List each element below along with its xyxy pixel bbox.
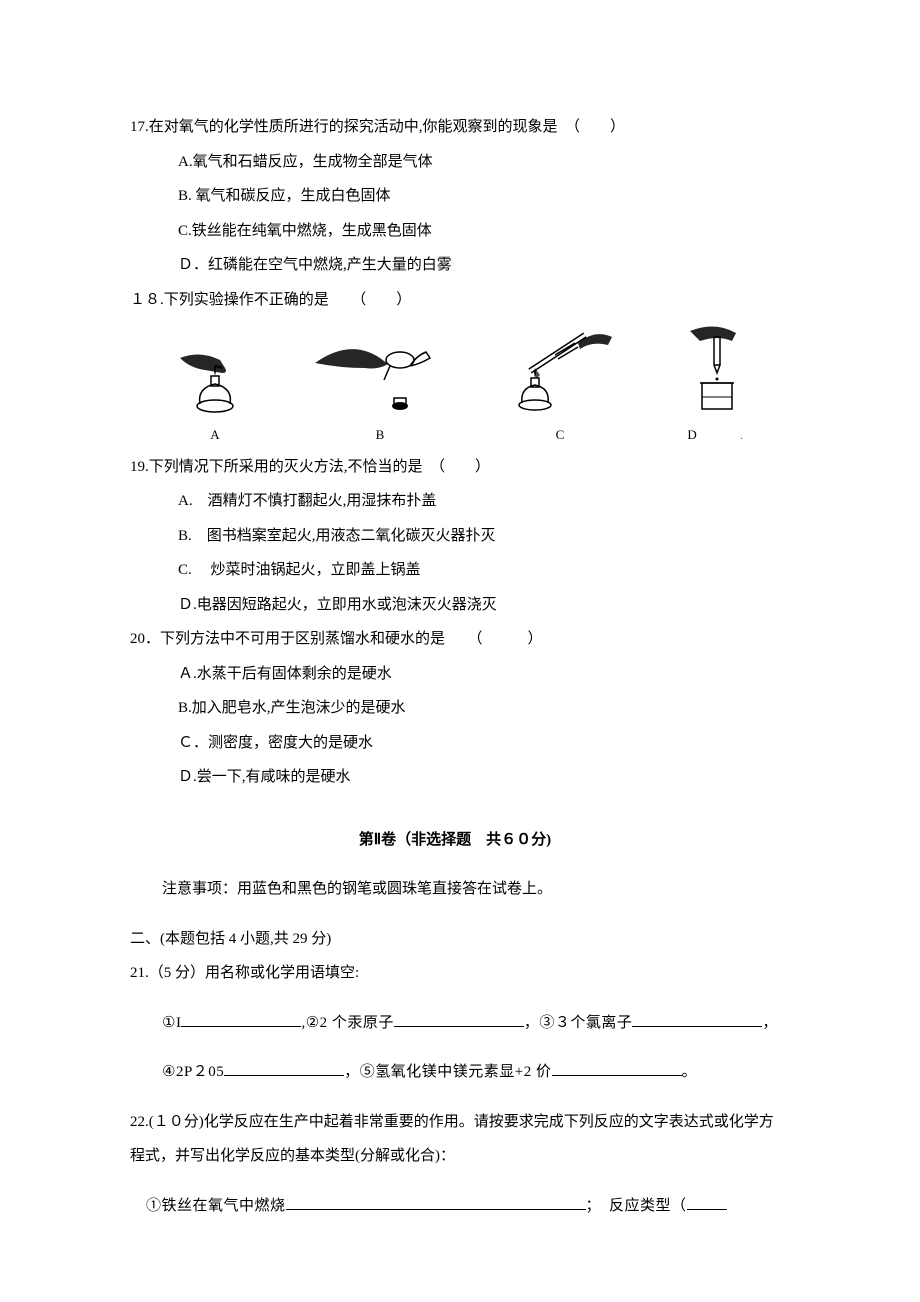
q17-stem: 17.在对氧气的化学性质所进行的探究活动中,你能观察到的现象是 （ ） (130, 110, 780, 145)
q19-option-a: A. 酒精灯不慎打翻起火,用湿抹布扑盖 (130, 484, 780, 519)
q19-option-b: B. 图书档案室起火,用液态二氧化碳灭火器扑灭 (130, 519, 780, 554)
q20-option-b: B.加入肥皂水,产生泡沫少的是硬水 (130, 691, 780, 726)
q22-l1-b: ； 反应类型（ (586, 1198, 687, 1214)
q21-l2-b: ，⑤氢氧化镁中镁元素显+2 价 (344, 1064, 551, 1080)
blank-field (181, 1011, 301, 1027)
blank-field (394, 1011, 524, 1027)
q21-l1-a: ①I (162, 1015, 181, 1031)
exam-page: 17.在对氧气的化学性质所进行的探究活动中,你能观察到的现象是 （ ） A.氧气… (0, 0, 920, 1298)
lab-figure-d-icon (670, 323, 760, 418)
blank-field (552, 1060, 682, 1076)
section2-part-header: 二、(本题包括 4 小题,共 29 分) (130, 922, 780, 957)
q19-stem: 19.下列情况下所采用的灭火方法,不恰当的是 （ ） (130, 450, 780, 485)
q21-stem: 21.（5 分）用名称或化学用语填空: (130, 956, 780, 991)
q22-line1: ①铁丝在氧气中燃烧 ； 反应类型（ (130, 1189, 780, 1224)
q18-image-a: A (170, 338, 260, 450)
q18-stray-mark: . (700, 431, 743, 442)
q20-option-c: Ｃ．测密度，密度大的是硬水 (130, 726, 780, 761)
q18-label-a: A (210, 427, 219, 442)
q18-label-d: D (687, 427, 696, 442)
q19-option-d: Ｄ.电器因短路起火，立即用水或泡沫灭火器浇灭 (130, 588, 780, 623)
q17-option-d: Ｄ．红磷能在空气中燃烧,产生大量的白雾 (130, 248, 780, 283)
q19-option-c: C. 炒菜时油锅起火，立即盖上锅盖 (130, 553, 780, 588)
lab-figure-c-icon (500, 323, 620, 418)
q18-label-c: C (556, 427, 565, 442)
q20-option-d: Ｄ.尝一下,有咸味的是硬水 (130, 760, 780, 795)
q18-image-b: B (310, 328, 450, 450)
blank-field (286, 1194, 586, 1210)
q18-label-b: B (376, 427, 385, 442)
q17-option-b: B. 氧气和碳反应，生成白色固体 (130, 179, 780, 214)
q17-option-a: A.氧气和石蜡反应，生成物全部是气体 (130, 145, 780, 180)
q21-l2-a: ④2P２05 (162, 1064, 224, 1080)
q18-image-d: D . (670, 323, 760, 450)
q22-l1-a: ①铁丝在氧气中燃烧 (146, 1198, 286, 1214)
q21-l1-d: ， (762, 1015, 778, 1031)
blank-field (687, 1194, 727, 1210)
q21-line1: ①I ,②2 个汞原子 ，③３个氯离子 ， (130, 1006, 780, 1041)
q21-l1-b: ,②2 个汞原子 (301, 1015, 393, 1031)
blank-field (632, 1011, 762, 1027)
q18-stem: １８.下列实验操作不正确的是 （ ） (130, 283, 780, 318)
q17-option-c: C.铁丝能在纯氧中燃烧，生成黑色固体 (130, 214, 780, 249)
lab-figure-a-icon (170, 338, 260, 418)
q21-line2: ④2P２05 ，⑤氢氧化镁中镁元素显+2 价 。 (130, 1055, 780, 1090)
section2-notice: 注意事项：用蓝色和黑色的钢笔或圆珠笔直接答在试卷上。 (130, 872, 780, 907)
q22-stem: 22.(１０分)化学反应在生产中起着非常重要的作用。请按要求完成下列反应的文字表… (130, 1105, 780, 1174)
q20-option-a: Ａ.水蒸干后有固体剩余的是硬水 (130, 657, 780, 692)
q21-l2-c: 。 (682, 1064, 698, 1080)
q21-l1-c: ，③３个氯离子 (524, 1015, 633, 1031)
q18-image-c: C (500, 323, 620, 450)
lab-figure-b-icon (310, 328, 450, 418)
blank-field (224, 1060, 344, 1076)
q20-stem: 20．下列方法中不可用于区别蒸馏水和硬水的是 （ ） (130, 622, 780, 657)
q18-images-row: A B (130, 317, 780, 450)
section2-title: 第Ⅱ卷（非选择题 共６０分) (130, 823, 780, 858)
